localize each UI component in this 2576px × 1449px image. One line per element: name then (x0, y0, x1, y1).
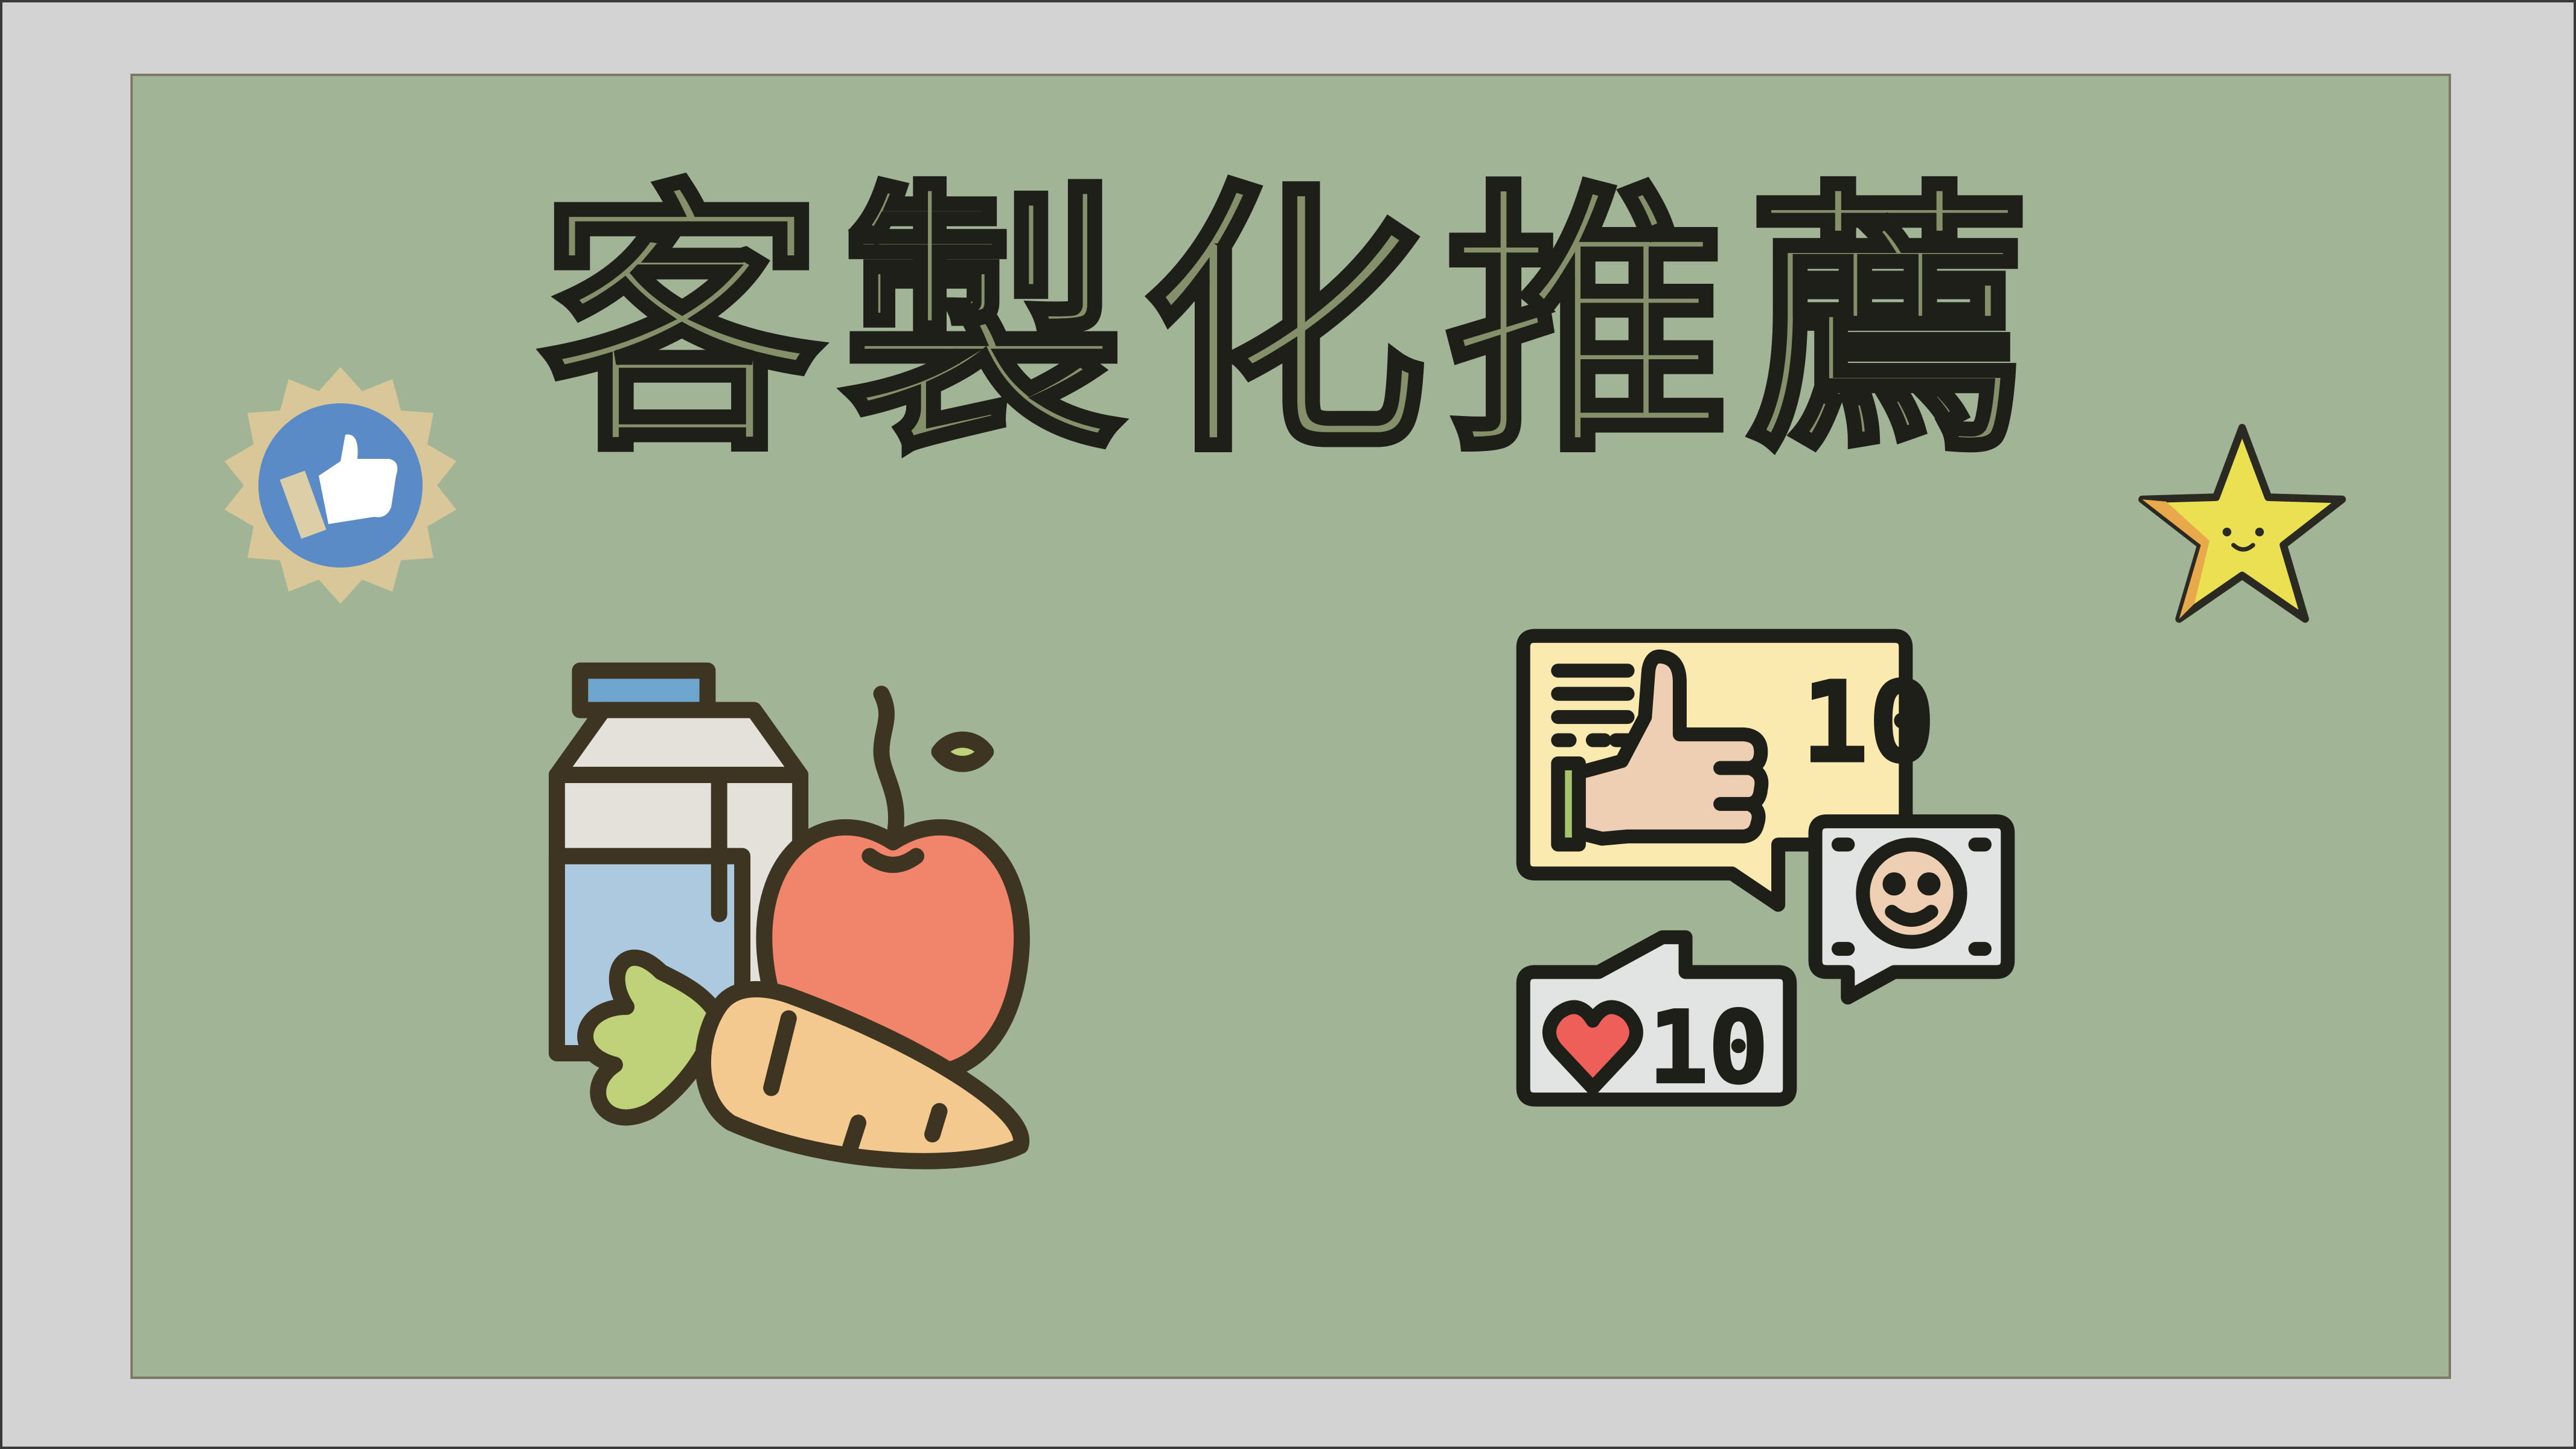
smiling-star-icon (2133, 419, 2351, 636)
groceries-milk-apple-carrot-icon (534, 624, 1113, 1204)
page-title: 客製化推薦 (537, 156, 2049, 489)
hearts-count: 10 (1649, 990, 1769, 1105)
content-board (130, 74, 2451, 1379)
thumbs-up-badge-icon (220, 365, 461, 606)
social-feedback-thumbs-up-icon: 10 10 (1512, 624, 2091, 1204)
likes-count: 10 (1801, 659, 1935, 788)
